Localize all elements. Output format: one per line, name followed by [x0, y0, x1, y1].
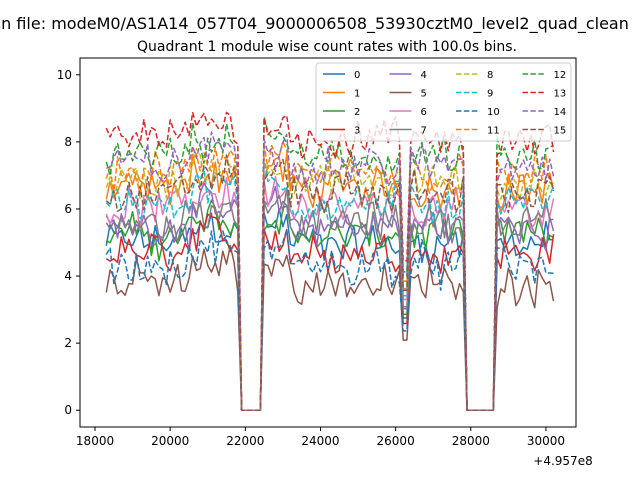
legend-label-8: 8	[487, 70, 493, 81]
series-layer	[105, 111, 555, 411]
series-line-15	[105, 154, 555, 411]
y-tick-label: 8	[64, 135, 72, 149]
x-tick-label: 18000	[76, 434, 114, 448]
y-tick-label: 2	[64, 336, 72, 350]
y-tick-label: 6	[64, 202, 72, 216]
legend-label-15: 15	[554, 126, 567, 137]
y-axis: 0 2 4 6 8 10	[57, 68, 80, 417]
legend-box	[315, 62, 572, 142]
figure-suptitle: n file: modeM0/AS1A14_057T04_9000006508_…	[1, 14, 629, 34]
x-tick-label: 26000	[377, 434, 415, 448]
y-tick-label: 4	[64, 269, 72, 283]
legend-label-13: 13	[554, 89, 567, 100]
legend-label-14: 14	[554, 107, 567, 118]
x-tick-label: 22000	[226, 434, 264, 448]
legend-label-7: 7	[421, 126, 427, 137]
series-line-2	[105, 199, 554, 411]
x-axis-offset-label: +4.957e8	[533, 454, 592, 468]
legend-label-6: 6	[421, 107, 427, 118]
legend-label-11: 11	[487, 126, 500, 137]
series-line-7	[105, 188, 554, 411]
legend-label-5: 5	[421, 89, 427, 100]
x-axis: 18000 20000 22000 24000 26000 28000 30000	[76, 427, 565, 448]
y-tick-label: 10	[57, 68, 72, 82]
legend-label-12: 12	[554, 70, 567, 81]
legend-label-0: 0	[354, 70, 360, 81]
plot-area-frame	[79, 57, 577, 428]
series-line-10	[105, 228, 554, 411]
legend-label-4: 4	[421, 70, 427, 81]
legend-label-9: 9	[487, 89, 493, 100]
legend-label-10: 10	[487, 107, 500, 118]
x-tick-label: 24000	[301, 434, 339, 448]
series-line-5	[105, 244, 555, 411]
legend-label-1: 1	[354, 89, 360, 100]
x-tick-label: 30000	[527, 434, 565, 448]
legend-label-3: 3	[354, 126, 360, 137]
y-tick-label: 0	[64, 403, 72, 417]
series-line-14	[106, 131, 555, 411]
series-line-3	[105, 213, 555, 411]
legend-label-2: 2	[354, 107, 360, 118]
x-tick-label: 28000	[452, 434, 490, 448]
chart-title: Quadrant 1 module wise count rates with …	[137, 39, 517, 55]
x-tick-label: 20000	[151, 434, 189, 448]
